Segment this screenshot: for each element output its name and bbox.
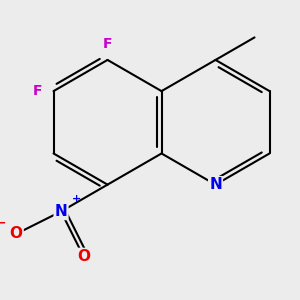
Text: F: F	[103, 37, 112, 51]
Text: O: O	[10, 226, 22, 242]
Text: −: −	[0, 216, 7, 229]
Text: +: +	[72, 194, 81, 204]
Text: F: F	[33, 84, 43, 98]
Text: O: O	[77, 249, 90, 264]
Text: N: N	[209, 177, 222, 192]
Text: N: N	[55, 204, 68, 219]
